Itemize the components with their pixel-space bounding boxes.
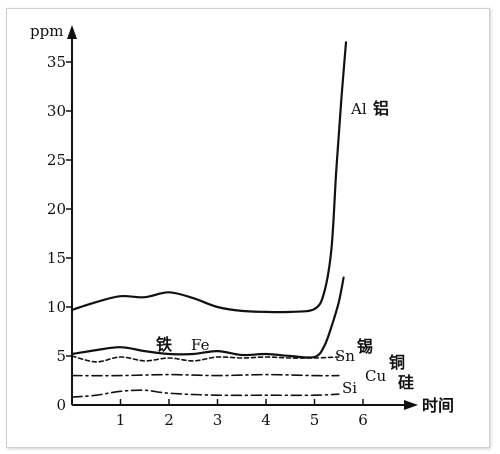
y-tick-label: 5 [56,347,66,365]
y-tick-label: 30 [47,102,66,120]
series-label-fe: Fe [191,336,210,354]
series-line-cu [71,373,340,377]
series-label-si: Si [342,379,357,397]
y-axis-arrow [67,25,77,39]
y-axis-title: ppm [30,22,63,40]
y-tick-label: 35 [47,53,66,71]
y-tick-label: 15 [47,249,66,267]
series-line-sn [71,355,340,363]
x-tick-label: 2 [164,411,174,429]
series-label-cu: Cu [365,367,386,385]
y-tick-label: 10 [47,298,66,316]
x-tick-label: 5 [310,411,320,429]
series-label-al: Al [350,100,367,118]
series-label-cn-si: 硅 [398,373,414,392]
series-label-cn-sn: 锡 [357,337,373,356]
x-tick-label: 6 [358,411,368,429]
series-line-si [71,389,340,398]
x-tick-label: 1 [116,411,126,429]
x-tick-label: 4 [261,411,271,429]
x-tick-label: 3 [213,411,223,429]
series-label-cn-fe: 铁 [156,335,172,354]
series-line-al [70,41,348,314]
series-label-cn-al: 铝 [373,99,389,118]
series-label-cn-cu: 铜 [389,353,405,372]
series-label-sn: Sn [335,347,355,365]
series-line-fe [70,276,345,359]
x-axis-title: 时间 [422,396,454,415]
y-tick-label: 25 [47,151,66,169]
x-axis-arrow [404,400,418,410]
y-tick-label: 0 [56,396,66,414]
y-tick-label: 20 [47,200,66,218]
